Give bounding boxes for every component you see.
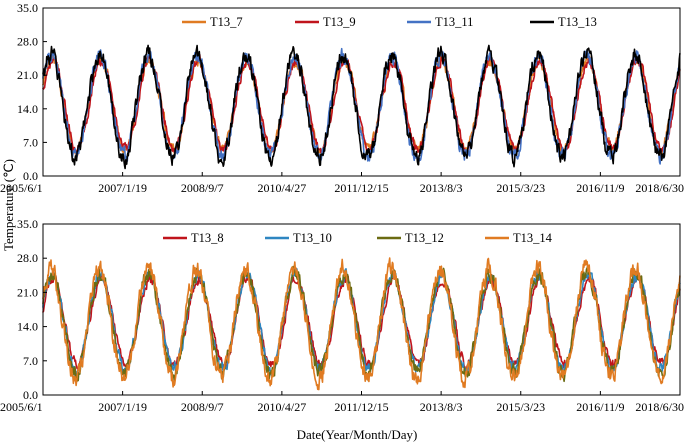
x-axis-label: Date(Year/Month/Day) — [297, 427, 418, 442]
y-tick-label: 0.0 — [23, 388, 38, 402]
x-tick-label: 2018/6/30 — [635, 181, 684, 195]
y-tick-label: 28.0 — [17, 251, 38, 265]
y-tick-label: 7.0 — [23, 354, 38, 368]
legend-entry: T13_9 — [323, 15, 356, 29]
x-tick-label: 2016/11/9 — [576, 181, 624, 195]
x-tick-label: 2018/6/30 — [635, 400, 684, 414]
x-tick-label: 2005/6/1 — [0, 400, 43, 414]
legend-entry: T13_11 — [435, 15, 473, 29]
y-tick-label: 7.0 — [23, 135, 38, 149]
x-tick-label: 2013/8/3 — [420, 400, 463, 414]
y-axis-label: Temperature (℃) — [1, 159, 16, 251]
x-tick-label: 2007/1/19 — [98, 181, 147, 195]
x-tick-label: 2016/11/9 — [576, 400, 624, 414]
y-tick-label: 0.0 — [23, 169, 38, 183]
legend: T13_8 T13_10 T13_12 T13_14 — [163, 231, 553, 245]
legend-entry: T13_12 — [405, 231, 444, 245]
legend: T13_7 T13_9 T13_11 T13_13 — [182, 15, 597, 29]
series-line-t13-9 — [42, 53, 681, 157]
y-tick-label: 14.0 — [17, 102, 38, 116]
y-tick-label: 35.0 — [17, 217, 38, 231]
legend-entry: T13_13 — [558, 15, 597, 29]
legend-entry: T13_14 — [513, 231, 553, 245]
x-tick-label: 2013/8/3 — [420, 181, 463, 195]
series-group — [42, 44, 681, 170]
y-tick-label: 35.0 — [17, 1, 38, 15]
y-tick-label: 21.0 — [17, 285, 38, 299]
x-tick-label: 2015/3/23 — [496, 181, 545, 195]
y-tick-label: 28.0 — [17, 35, 38, 49]
series-group — [42, 257, 681, 391]
series-line-t13-14 — [42, 257, 681, 391]
x-tick-label: 2010/4/27 — [258, 400, 307, 414]
legend-entry: T13_8 — [191, 231, 224, 245]
x-tick-label: 2015/3/23 — [496, 400, 545, 414]
x-tick-label: 2011/12/15 — [334, 400, 388, 414]
y-tick-label: 21.0 — [17, 68, 38, 82]
legend-entry: T13_10 — [293, 231, 332, 245]
x-tick-label: 2011/12/15 — [334, 181, 388, 195]
x-tick-label: 2005/6/1 — [0, 181, 43, 195]
legend-entry: T13_7 — [210, 15, 243, 29]
x-tick-label: 2010/4/27 — [258, 181, 307, 195]
chart-panel-1: 0.0 7.0 14.0 21.0 28.0 35.0 2005/6/1 2007/1/19 2… — [0, 1, 684, 195]
y-tick-label: 14.0 — [17, 320, 38, 334]
x-tick-label: 2008/9/7 — [181, 400, 224, 414]
x-tick-label: 2008/9/7 — [181, 181, 224, 195]
x-tick-label: 2007/1/19 — [98, 400, 147, 414]
chart-panel-2: 0.0 7.0 14.0 21.0 28.0 35.0 2005/6/1 2007/1/19 2… — [0, 217, 684, 414]
series-line-t13-13 — [42, 44, 681, 170]
